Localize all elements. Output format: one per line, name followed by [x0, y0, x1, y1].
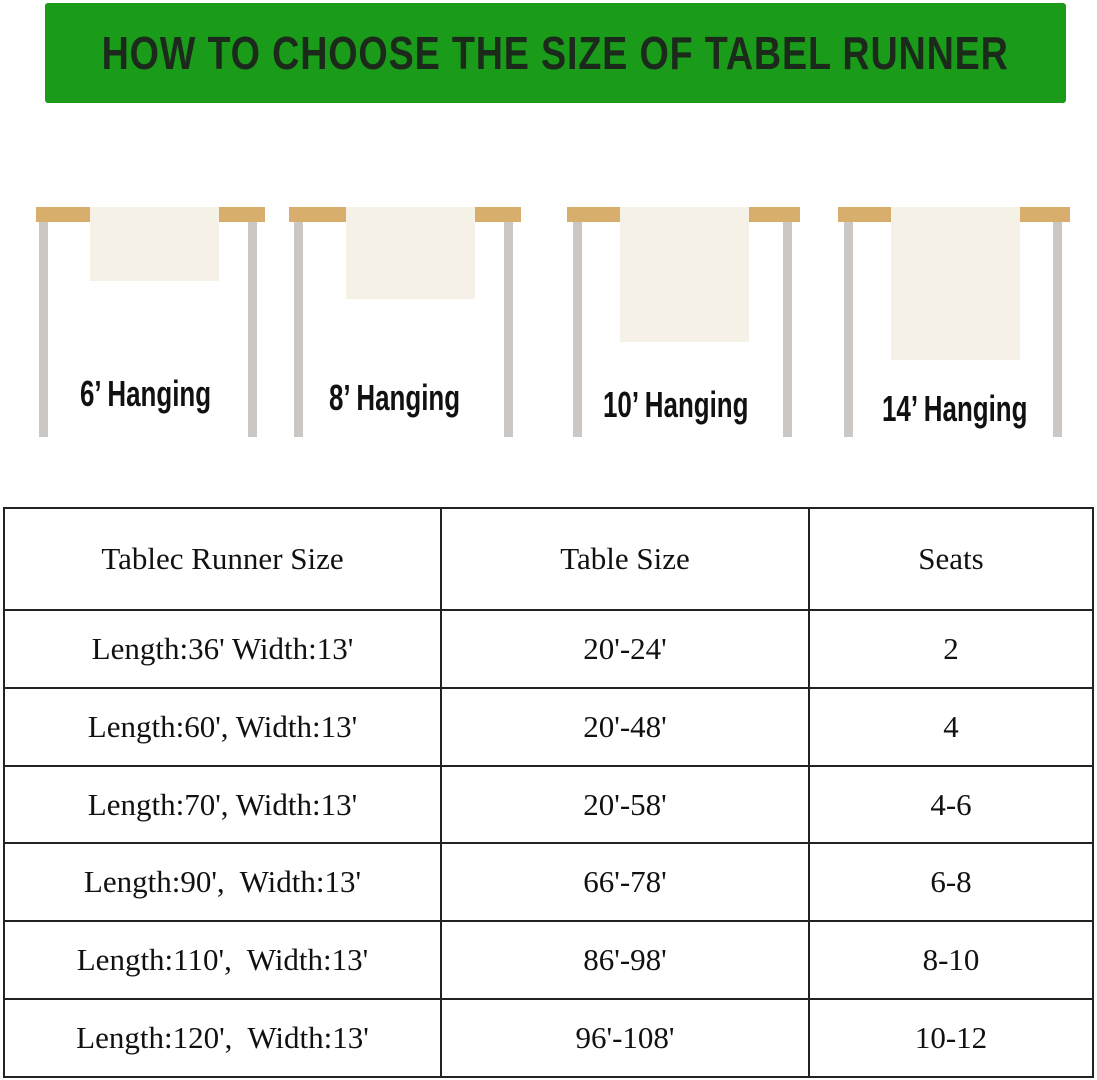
runner-size: Length:110', Width:13': [3, 920, 442, 1001]
table-illustration-6: 6’ Hanging: [36, 207, 265, 439]
seats: 4: [808, 686, 1094, 767]
runner-size: Length:36' Width:13': [3, 609, 442, 689]
table-row: Length:120', Width:13' 96'-108' 10-12: [3, 998, 1094, 1078]
hanging-label: 14’ Hanging: [882, 388, 1028, 429]
table-size: 20'-58': [440, 764, 810, 845]
table-leg: [504, 222, 513, 437]
runner-size: Length:90', Width:13': [3, 842, 442, 923]
header-runner-size: Tablec Runner Size: [3, 507, 442, 611]
seats: 8-10: [808, 920, 1094, 1001]
runner-size: Length:70', Width:13': [3, 764, 442, 845]
table-illustration-14: 14’ Hanging: [838, 207, 1070, 439]
table-row: Length:60', Width:13' 20'-48' 4: [3, 686, 1094, 767]
runner-size: Length:60', Width:13': [3, 686, 442, 767]
table-leg: [294, 222, 303, 437]
table-illustration-10: 10’ Hanging: [567, 207, 800, 439]
size-table: Tablec Runner Size Table Size Seats Leng…: [3, 507, 1094, 1078]
table-row: Length:36' Width:13' 20'-24' 2: [3, 609, 1094, 689]
table-size: 20'-48': [440, 686, 810, 767]
table-row: Length:70', Width:13' 20'-58' 4-6: [3, 764, 1094, 845]
table-leg: [248, 222, 257, 437]
page-title: HOW TO CHOOSE THE SIZE OF TABEL RUNNER: [101, 27, 1010, 79]
runner-hanging: [346, 207, 475, 299]
hanging-label: 10’ Hanging: [603, 384, 749, 425]
table-row: Length:90', Width:13' 66'-78' 6-8: [3, 842, 1094, 923]
seats: 2: [808, 609, 1094, 689]
table-row: Length:110', Width:13' 86'-98' 8-10: [3, 920, 1094, 1001]
table-leg: [1053, 222, 1062, 437]
seats: 6-8: [808, 842, 1094, 923]
runner-size: Length:120', Width:13': [3, 998, 442, 1078]
hanging-label: 6’ Hanging: [80, 373, 212, 414]
header-table-size: Table Size: [440, 507, 810, 611]
title-banner: HOW TO CHOOSE THE SIZE OF TABEL RUNNER: [45, 3, 1066, 103]
hanging-label: 8’ Hanging: [329, 377, 461, 418]
header-seats: Seats: [808, 507, 1094, 611]
table-size: 66'-78': [440, 842, 810, 923]
table-leg: [783, 222, 792, 437]
table-header-row: Tablec Runner Size Table Size Seats: [3, 507, 1094, 611]
runner-hanging: [620, 207, 749, 342]
runner-hanging: [90, 207, 219, 281]
table-leg: [573, 222, 582, 437]
table-size: 96'-108': [440, 998, 810, 1078]
runner-hanging: [891, 207, 1020, 360]
seats: 10-12: [808, 998, 1094, 1078]
table-illustration-8: 8’ Hanging: [289, 207, 521, 439]
table-size: 86'-98': [440, 920, 810, 1001]
seats: 4-6: [808, 764, 1094, 845]
table-leg: [39, 222, 48, 437]
table-size: 20'-24': [440, 609, 810, 689]
table-leg: [844, 222, 853, 437]
